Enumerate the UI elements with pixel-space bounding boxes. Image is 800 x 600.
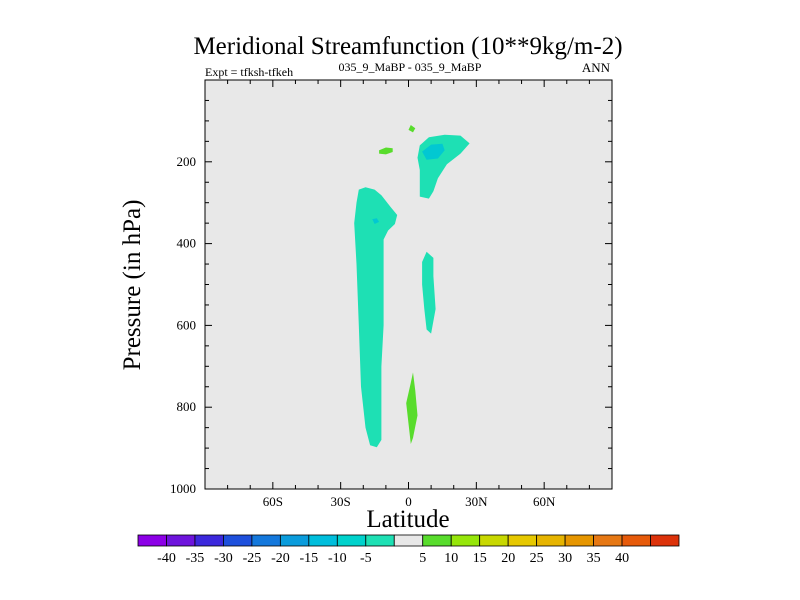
y-axis-label: Pressure (in hPa) <box>119 200 146 371</box>
contour-region-3 <box>422 143 445 160</box>
colorbar-label: -20 <box>271 551 290 566</box>
colorbar-label: 25 <box>530 551 544 566</box>
y-tick-label: 200 <box>177 154 197 169</box>
colorbar-label: -5 <box>360 551 372 566</box>
colorbar-label: 15 <box>473 551 487 566</box>
colorbar-swatch <box>479 534 509 547</box>
colorbar-label: -25 <box>243 551 262 566</box>
colorbar-label: 5 <box>419 551 426 566</box>
colorbar-label: 35 <box>587 551 601 566</box>
x-tick-label: 60N <box>533 494 556 509</box>
colorbar-label: -30 <box>214 551 233 566</box>
contour-region-5 <box>379 147 393 155</box>
colorbar-swatch <box>650 534 680 547</box>
colorbar-swatch <box>393 534 424 547</box>
colorbar-swatch <box>194 534 224 547</box>
x-tick-label: 30N <box>465 494 488 509</box>
colorbar-label: 30 <box>558 551 572 566</box>
colorbar-label: -15 <box>299 551 318 566</box>
colorbar-swatch <box>564 534 594 547</box>
chart-subtitle-center: 035_9_MaBP - 035_9_MaBP <box>339 60 482 74</box>
contour-region-7 <box>406 372 418 444</box>
plot-area <box>205 80 612 489</box>
colorbar-swatch <box>365 534 395 547</box>
contour-region-2 <box>422 251 436 334</box>
colorbar-label: -40 <box>157 551 176 566</box>
chart-title: Meridional Streamfunction (10**9kg/m-2) <box>193 33 622 60</box>
colorbar-swatch <box>621 534 651 547</box>
colorbar-label: -35 <box>186 551 205 566</box>
colorbar: -40 -35 -30 -25 -20 -15 -10 -5 5 10 15 20 25 30 35 40 <box>137 534 680 566</box>
y-tick-label: 600 <box>177 317 197 332</box>
colorbar-swatch <box>137 534 167 547</box>
colorbar-label: -10 <box>328 551 347 566</box>
x-tick-label: 60S <box>263 494 283 509</box>
contour-region-0 <box>354 187 398 448</box>
colorbar-swatch <box>251 534 281 547</box>
colorbar-swatch <box>223 534 253 547</box>
x-tick-label: 0 <box>405 494 412 509</box>
colorbar-swatch <box>593 534 623 547</box>
colorbar-swatch <box>166 534 196 547</box>
contour-regions <box>354 125 470 448</box>
colorbar-swatch <box>336 534 367 547</box>
chart-subtitle-right: ANN <box>582 60 611 75</box>
colorbar-swatch <box>450 534 481 547</box>
contour-region-6 <box>408 125 416 133</box>
colorbar-swatch <box>308 534 338 547</box>
x-axis-ticks: 60S 30S 0 30N 60N <box>227 80 590 509</box>
colorbar-swatch <box>507 534 538 547</box>
y-tick-label: 800 <box>177 399 197 414</box>
y-axis-ticks: 200 400 600 800 1000 <box>170 99 612 496</box>
x-tick-label: 30S <box>331 494 351 509</box>
contour-region-4 <box>372 218 380 224</box>
colorbar-swatch <box>536 534 566 547</box>
y-tick-label: 400 <box>177 236 197 251</box>
colorbar-label: 10 <box>444 551 458 566</box>
x-axis-label: Latitude <box>366 506 449 533</box>
colorbar-label: 20 <box>501 551 515 566</box>
colorbar-label: 40 <box>615 551 629 566</box>
colorbar-swatch <box>422 534 452 547</box>
y-tick-label: 1000 <box>170 481 196 496</box>
chart-subtitle-left: Expt = tfksh-tfkeh <box>205 65 293 79</box>
colorbar-swatch <box>279 534 310 547</box>
